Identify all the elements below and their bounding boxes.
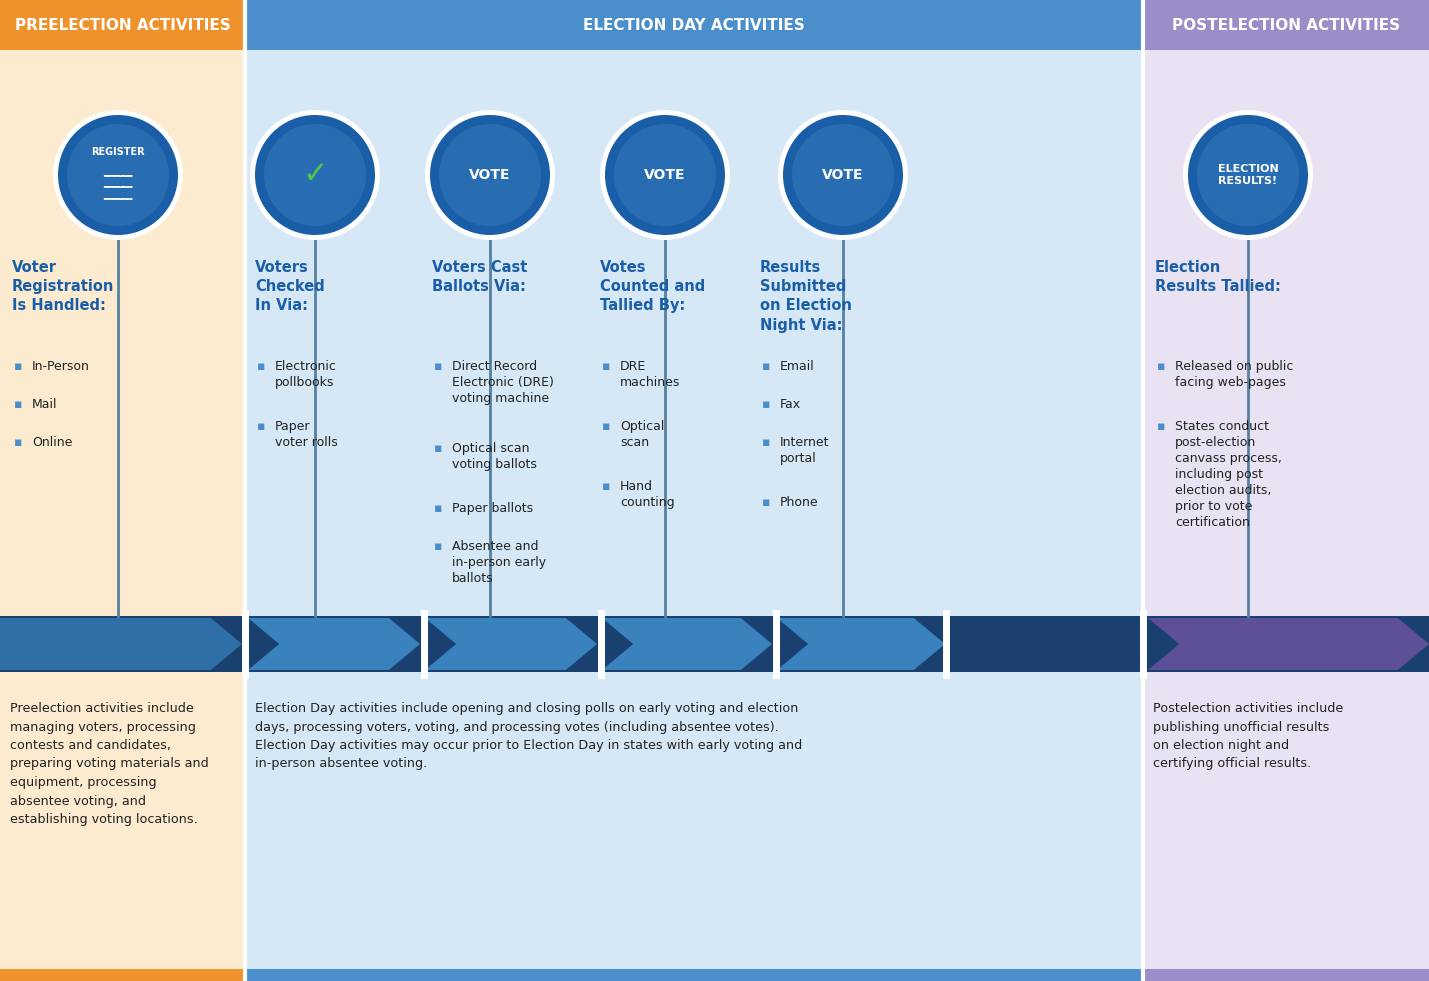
Polygon shape (602, 618, 772, 670)
Text: ▪: ▪ (257, 420, 266, 433)
Circle shape (264, 124, 366, 226)
Text: Voters Cast
Ballots Via:: Voters Cast Ballots Via: (432, 260, 527, 294)
Text: Internet
portal: Internet portal (780, 436, 829, 465)
Text: Election
Results Tallied:: Election Results Tallied: (1155, 260, 1280, 294)
Text: ▪: ▪ (1157, 420, 1166, 433)
Text: Voters
Checked
In Via:: Voters Checked In Via: (254, 260, 324, 313)
Text: ▪: ▪ (434, 540, 443, 553)
Text: Votes
Counted and
Tallied By:: Votes Counted and Tallied By: (600, 260, 706, 313)
Text: Voter
Registration
Is Handled:: Voter Registration Is Handled: (11, 260, 114, 313)
Circle shape (600, 110, 730, 240)
Polygon shape (777, 618, 945, 670)
FancyBboxPatch shape (1143, 50, 1429, 981)
Text: ▪: ▪ (762, 496, 770, 509)
Circle shape (777, 110, 907, 240)
FancyBboxPatch shape (0, 969, 244, 981)
Text: POSTELECTION ACTIVITIES: POSTELECTION ACTIVITIES (1172, 18, 1400, 32)
Text: ▪: ▪ (762, 360, 770, 373)
Text: ✓: ✓ (303, 161, 327, 189)
Text: Mail: Mail (31, 398, 57, 411)
Polygon shape (249, 618, 420, 670)
Text: REGISTER

━━━━━
━━━━━
━━━━━: REGISTER ━━━━━ ━━━━━ ━━━━━ (91, 147, 144, 203)
FancyBboxPatch shape (0, 0, 244, 50)
Text: ▪: ▪ (602, 360, 610, 373)
Circle shape (614, 124, 716, 226)
Text: VOTE: VOTE (822, 168, 863, 182)
Text: Direct Record
Electronic (DRE)
voting machine: Direct Record Electronic (DRE) voting ma… (452, 360, 554, 405)
FancyBboxPatch shape (1143, 0, 1429, 50)
FancyBboxPatch shape (1143, 969, 1429, 981)
Text: Electronic
pollbooks: Electronic pollbooks (274, 360, 337, 389)
Circle shape (604, 115, 725, 235)
Circle shape (59, 115, 179, 235)
Text: ▪: ▪ (602, 420, 610, 433)
Text: Online: Online (31, 436, 73, 449)
FancyBboxPatch shape (244, 0, 1143, 50)
Text: Results
Submitted
on Election
Night Via:: Results Submitted on Election Night Via: (760, 260, 852, 333)
Polygon shape (0, 618, 242, 670)
Text: ▪: ▪ (1157, 360, 1166, 373)
Text: ELECTION DAY ACTIVITIES: ELECTION DAY ACTIVITIES (583, 18, 805, 32)
Circle shape (792, 124, 895, 226)
Text: Email: Email (780, 360, 815, 373)
Polygon shape (424, 618, 597, 670)
Circle shape (439, 124, 542, 226)
Text: DRE
machines: DRE machines (620, 360, 680, 389)
Circle shape (250, 110, 380, 240)
Circle shape (1187, 115, 1308, 235)
Text: PREELECTION ACTIVITIES: PREELECTION ACTIVITIES (14, 18, 230, 32)
FancyBboxPatch shape (244, 50, 1143, 981)
Circle shape (430, 115, 550, 235)
Text: VOTE: VOTE (644, 168, 686, 182)
Text: Optical scan
voting ballots: Optical scan voting ballots (452, 442, 537, 471)
Text: ▪: ▪ (14, 436, 23, 449)
Text: ELECTION
RESULTS!: ELECTION RESULTS! (1218, 164, 1279, 185)
Text: Preelection activities include
managing voters, processing
contests and candidat: Preelection activities include managing … (10, 702, 209, 826)
Text: Paper
voter rolls: Paper voter rolls (274, 420, 337, 449)
Text: ▪: ▪ (14, 360, 23, 373)
Text: VOTE: VOTE (469, 168, 510, 182)
Text: Released on public
facing web-pages: Released on public facing web-pages (1175, 360, 1293, 389)
Text: ▪: ▪ (762, 398, 770, 411)
Text: Hand
counting: Hand counting (620, 480, 674, 509)
Circle shape (1183, 110, 1313, 240)
Text: States conduct
post-election
canvass process,
including post
election audits,
pr: States conduct post-election canvass pro… (1175, 420, 1282, 529)
Circle shape (783, 115, 903, 235)
Text: ▪: ▪ (257, 360, 266, 373)
Text: ▪: ▪ (434, 360, 443, 373)
Text: ▪: ▪ (434, 442, 443, 455)
FancyBboxPatch shape (244, 969, 1143, 981)
FancyBboxPatch shape (0, 50, 244, 981)
Text: Paper ballots: Paper ballots (452, 502, 533, 515)
Text: Phone: Phone (780, 496, 819, 509)
Circle shape (67, 124, 169, 226)
Circle shape (1198, 124, 1299, 226)
Text: Fax: Fax (780, 398, 802, 411)
Text: ▪: ▪ (14, 398, 23, 411)
Text: Absentee and
in-person early
ballots: Absentee and in-person early ballots (452, 540, 546, 585)
Circle shape (53, 110, 183, 240)
Text: ▪: ▪ (434, 502, 443, 515)
Text: Optical
scan: Optical scan (620, 420, 664, 449)
Text: Postelection activities include
publishing unofficial results
on election night : Postelection activities include publishi… (1153, 702, 1343, 770)
Circle shape (254, 115, 374, 235)
Text: ▪: ▪ (762, 436, 770, 449)
Circle shape (424, 110, 554, 240)
Text: ▪: ▪ (602, 480, 610, 493)
Polygon shape (1147, 618, 1429, 670)
FancyBboxPatch shape (0, 616, 1429, 672)
Text: Election Day activities include opening and closing polls on early voting and el: Election Day activities include opening … (254, 702, 802, 770)
Text: In-Person: In-Person (31, 360, 90, 373)
